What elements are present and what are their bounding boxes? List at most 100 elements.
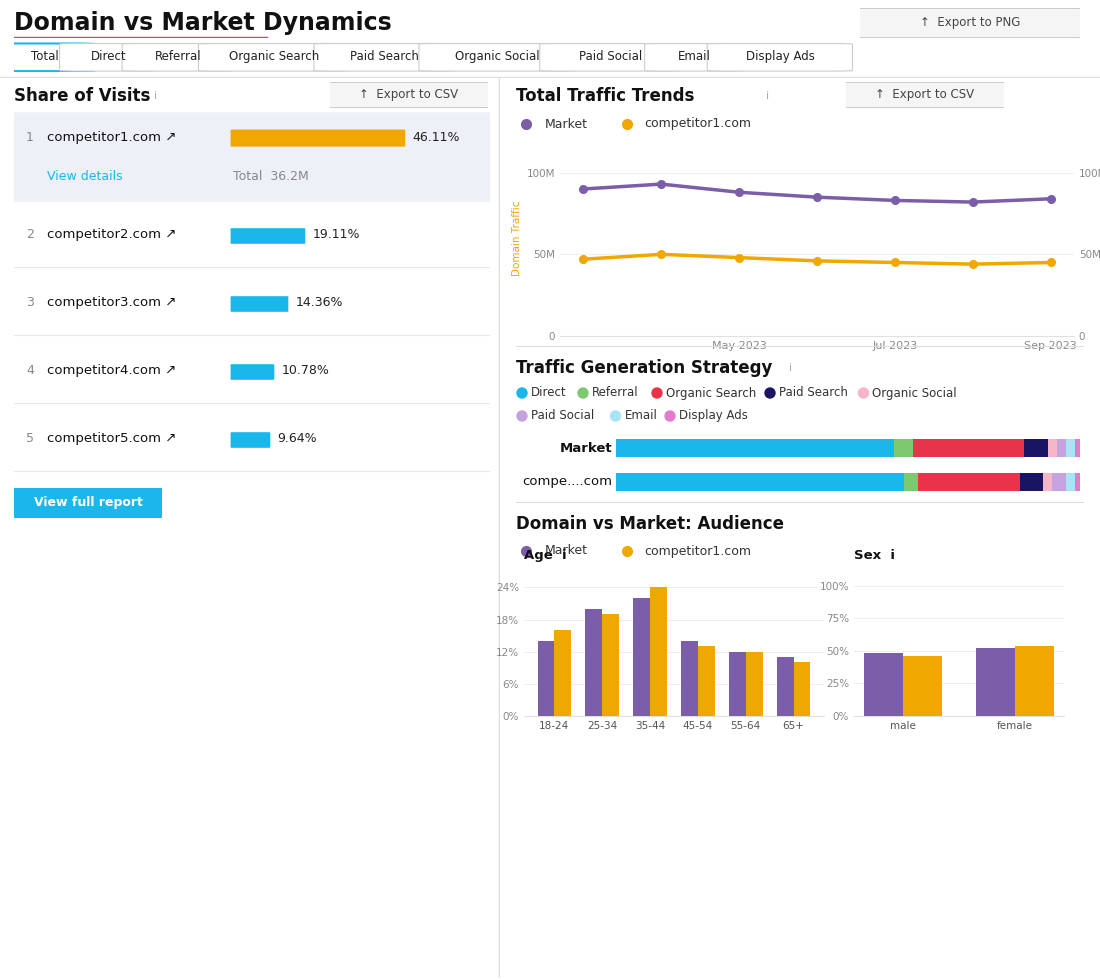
Bar: [697, 647, 715, 716]
Text: Market: Market: [560, 442, 612, 455]
Text: competitor1.com: competitor1.com: [644, 545, 751, 558]
Text: 19.11%: 19.11%: [312, 228, 360, 241]
Text: competitor5.com ↗: competitor5.com ↗: [47, 432, 177, 445]
Text: Share of Visits: Share of Visits: [14, 87, 151, 105]
Bar: [917, 473, 1020, 491]
Text: Organic Search: Organic Search: [229, 50, 319, 63]
FancyBboxPatch shape: [314, 43, 454, 72]
Text: 5: 5: [26, 432, 34, 445]
Bar: [1057, 439, 1066, 457]
Text: 1: 1: [26, 130, 34, 144]
Bar: [1066, 439, 1076, 457]
Text: View full report: View full report: [34, 496, 142, 509]
Text: Direct: Direct: [91, 50, 127, 63]
Text: Domain vs Market Dynamics: Domain vs Market Dynamics: [14, 11, 392, 35]
Text: Paid Social: Paid Social: [579, 50, 642, 63]
Bar: [1015, 646, 1055, 716]
Text: i: i: [766, 91, 769, 101]
Bar: [1066, 473, 1076, 491]
Text: competitor3.com ↗: competitor3.com ↗: [47, 296, 177, 309]
Circle shape: [517, 388, 527, 398]
Bar: [616, 439, 894, 457]
Circle shape: [517, 411, 527, 421]
FancyBboxPatch shape: [7, 488, 169, 518]
Text: i: i: [789, 363, 792, 373]
Bar: [538, 641, 554, 716]
Text: 3: 3: [26, 296, 34, 309]
Bar: [894, 439, 913, 457]
Text: ↑  Export to CSV: ↑ Export to CSV: [876, 88, 975, 101]
Text: competitor1.com: competitor1.com: [644, 118, 751, 130]
FancyBboxPatch shape: [854, 8, 1087, 38]
Bar: [1047, 439, 1057, 457]
Text: Age  i: Age i: [524, 549, 567, 563]
Text: Sex  i: Sex i: [854, 549, 895, 563]
Bar: [793, 662, 811, 716]
FancyBboxPatch shape: [0, 43, 95, 72]
FancyBboxPatch shape: [231, 228, 306, 244]
FancyBboxPatch shape: [326, 82, 493, 108]
Text: 9.64%: 9.64%: [277, 432, 317, 445]
Text: Organic Search: Organic Search: [666, 386, 757, 400]
Text: competitor2.com ↗: competitor2.com ↗: [47, 228, 177, 241]
FancyBboxPatch shape: [231, 296, 288, 312]
Text: Paid Social: Paid Social: [531, 410, 594, 422]
Text: Paid Search: Paid Search: [779, 386, 848, 400]
Text: Traffic Generation Strategy: Traffic Generation Strategy: [516, 359, 772, 377]
FancyBboxPatch shape: [231, 365, 274, 380]
Text: Domain vs Market: Audience: Domain vs Market: Audience: [516, 515, 784, 533]
Bar: [1076, 439, 1080, 457]
Bar: [864, 654, 903, 716]
Text: Referral: Referral: [155, 50, 201, 63]
Bar: [903, 656, 943, 716]
Bar: [913, 439, 1024, 457]
Text: Market: Market: [544, 118, 587, 130]
Circle shape: [652, 388, 662, 398]
Y-axis label: Domain Traffic: Domain Traffic: [513, 200, 522, 275]
Bar: [746, 652, 762, 716]
Text: Market: Market: [544, 545, 587, 558]
Bar: [1053, 473, 1066, 491]
Bar: [1043, 473, 1053, 491]
Text: Paid Search: Paid Search: [350, 50, 419, 63]
Circle shape: [666, 411, 675, 421]
Bar: [681, 641, 697, 716]
Text: 10.78%: 10.78%: [282, 365, 329, 377]
Text: compe....com: compe....com: [522, 475, 612, 488]
Text: ↑  Export to PNG: ↑ Export to PNG: [920, 16, 1020, 28]
FancyBboxPatch shape: [198, 43, 349, 72]
FancyBboxPatch shape: [707, 43, 853, 72]
Text: 4: 4: [26, 365, 34, 377]
Text: View details: View details: [47, 171, 123, 183]
Bar: [634, 598, 650, 716]
Circle shape: [610, 411, 620, 421]
Bar: [777, 657, 793, 716]
Text: Referral: Referral: [592, 386, 639, 400]
FancyBboxPatch shape: [231, 129, 405, 147]
FancyBboxPatch shape: [231, 432, 271, 448]
Text: Organic Social: Organic Social: [872, 386, 957, 400]
FancyBboxPatch shape: [645, 43, 742, 72]
FancyBboxPatch shape: [540, 43, 680, 72]
FancyBboxPatch shape: [59, 43, 157, 72]
Bar: [650, 587, 667, 716]
FancyBboxPatch shape: [842, 82, 1009, 108]
FancyBboxPatch shape: [122, 43, 233, 72]
Text: Organic Social: Organic Social: [455, 50, 540, 63]
Text: competitor1.com ↗: competitor1.com ↗: [47, 130, 177, 144]
Circle shape: [764, 388, 776, 398]
Text: Direct: Direct: [531, 386, 566, 400]
Text: 46.11%: 46.11%: [412, 130, 460, 144]
Bar: [1020, 473, 1043, 491]
Circle shape: [858, 388, 869, 398]
FancyBboxPatch shape: [9, 114, 495, 200]
Text: Email: Email: [678, 50, 711, 63]
Text: Total: Total: [31, 50, 58, 63]
Text: Display Ads: Display Ads: [679, 410, 748, 422]
Text: i: i: [154, 91, 157, 101]
Bar: [602, 614, 619, 716]
Text: ↑  Export to CSV: ↑ Export to CSV: [360, 88, 459, 101]
Bar: [1024, 439, 1047, 457]
Bar: [976, 648, 1015, 716]
Bar: [585, 609, 602, 716]
